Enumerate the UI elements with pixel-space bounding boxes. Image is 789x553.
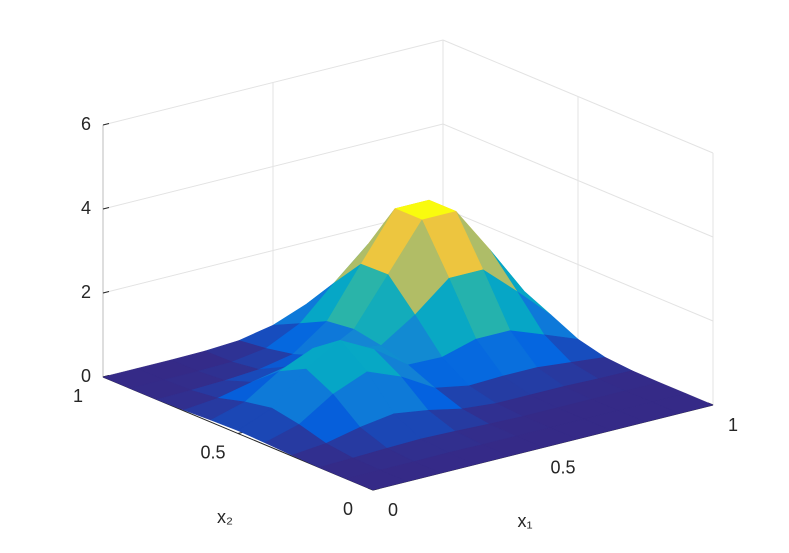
x2-tick-label: 0 [343,499,353,519]
x1-tick-label: 1 [728,415,738,435]
x1-axis-label: x₁ [517,511,532,531]
z-tick-label: 6 [81,114,91,134]
grid-line [442,207,714,322]
grid-line [442,39,714,154]
x1-tick-label: 0.5 [550,457,575,477]
z-tick [102,291,110,294]
x2-axis-label: x₂ [217,507,233,527]
z-tick [102,207,110,210]
grid-line [102,123,444,210]
x2-tick-label: 0.5 [200,442,225,462]
grid-line [102,39,444,126]
x1-tick-label: 0 [388,500,398,520]
x2-tick-label: 1 [73,386,83,406]
grid-line [442,123,714,238]
z-tick-label: 0 [81,366,91,386]
surface-patch [345,469,408,491]
z-tick-label: 2 [81,282,91,302]
z-tick-label: 4 [81,198,91,218]
z-tick [102,123,110,126]
